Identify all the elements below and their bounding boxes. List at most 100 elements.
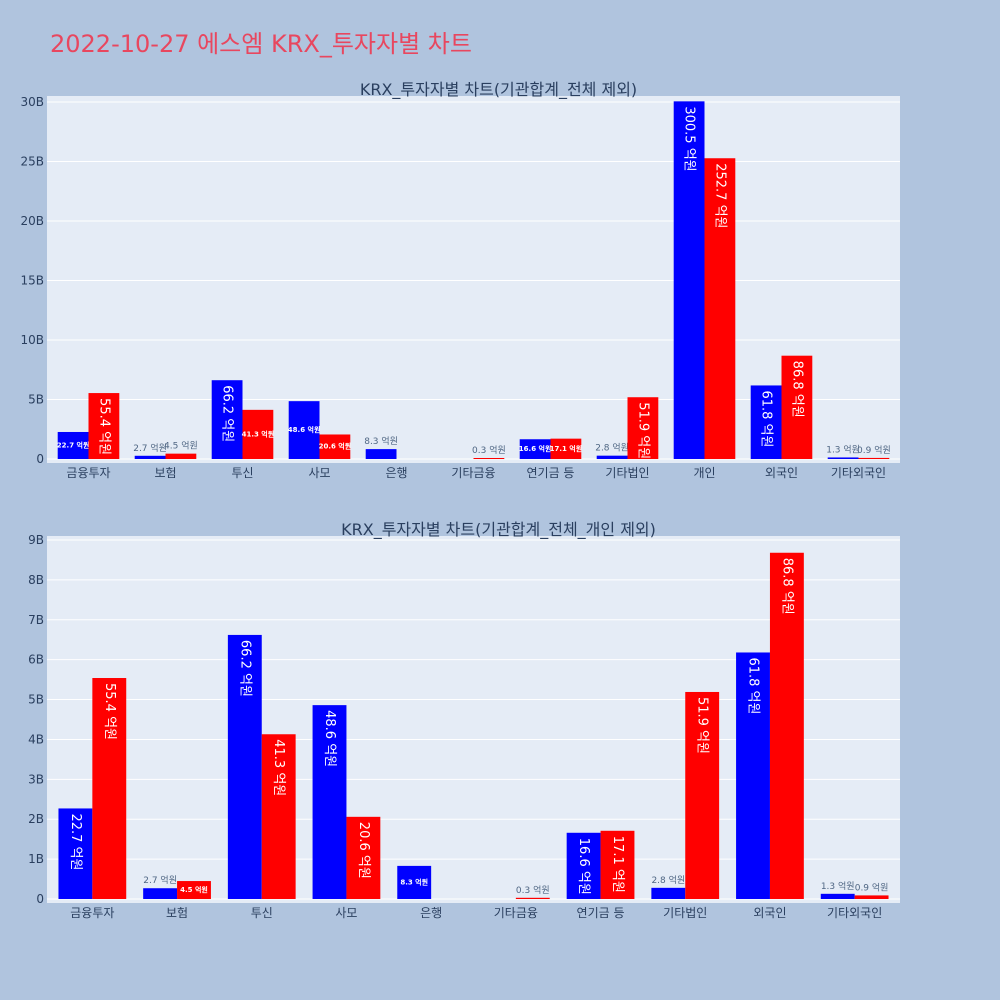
bar-data-label: 0.9 억원 [855,881,889,893]
x-tick-label: 보험 [166,906,188,920]
bar [673,101,705,459]
bar-data-label: 61.8 억원 [759,390,774,447]
bar [312,705,347,899]
bar [58,808,93,899]
bar [704,158,736,459]
y-tick-label: 30B [20,95,44,109]
bar-data-label: 55.4 억원 [102,683,117,740]
x-tick-label: 기타금융 [451,466,495,480]
bar-data-label: 0.9 억원 [857,444,891,456]
bar-data-label: 1.3 억원 [821,880,855,892]
x-tick-label: 보험 [154,466,176,480]
bar-data-label: 41.3 억원 [242,429,275,438]
x-tick-label: 연기금 등 [577,906,625,920]
bar-data-label: 51.9 억원 [635,402,650,459]
x-tick-label: 사모 [308,466,330,480]
bar-data-label: 1.3 억원 [826,443,860,455]
bar-data-label: 0.3 억원 [516,884,550,896]
bar [143,888,178,899]
x-tick-label: 사모 [335,906,357,920]
x-tick-label: 기타외국인 [827,906,882,920]
bar [519,439,551,459]
x-tick-label: 투신 [251,906,273,920]
bar-data-label: 20.6 억원 [356,822,371,879]
bar [750,385,782,459]
bar-data-label: 48.6 억원 [322,710,337,767]
bar [165,453,197,459]
bar [88,393,120,459]
bar [769,552,804,899]
bar [319,434,351,459]
bar-data-label: 17.1 억원 [550,444,583,453]
y-tick-label: 7B [28,613,44,627]
x-tick-label: 기타외국인 [831,466,886,480]
bar [134,455,166,459]
x-tick-label: 금융투자 [70,906,114,920]
bar-data-label: 61.8 억원 [746,657,761,714]
bar-data-label: 2.7 억원 [143,874,177,886]
bar-data-label: 20.6 억원 [319,442,352,451]
y-tick-label: 10B [20,333,44,347]
bar-data-label: 16.6 억원 [519,444,552,453]
x-tick-label: 개인 [693,466,715,480]
bar [827,457,859,459]
bar [736,652,770,899]
x-tick-label: 외국인 [765,466,798,480]
bar [473,458,505,459]
bar-data-label: 252.7 억원 [712,163,727,228]
y-tick-label: 1B [28,852,44,866]
y-tick-label: 4B [28,732,44,746]
bar-data-label: 2.7 억원 [133,442,167,454]
x-tick-label: 기타법인 [605,466,649,480]
bar-data-label: 2.8 억원 [595,442,629,454]
bar [854,895,889,899]
x-tick-label: 기타금융 [494,906,538,920]
bar-data-label: 66.2 억원 [220,385,235,442]
bar-data-label: 17.1 억원 [610,836,625,893]
bar-data-label: 300.5 억원 [682,106,697,171]
x-tick-label: 은행 [385,465,407,480]
bar-data-label: 22.7 억원 [57,440,90,449]
bar [566,832,601,899]
bar [515,897,550,899]
y-tick-label: 25B [20,154,44,168]
bar-data-label: 8.3 억원 [364,435,398,447]
bar [346,816,381,899]
bar [57,431,89,459]
bar [211,380,243,459]
bar-data-label: 4.5 억원 [180,885,208,894]
bar [550,438,582,459]
bar-data-label: 86.8 억원 [779,558,794,615]
x-tick-label: 연기금 등 [527,466,575,480]
bar [627,397,659,459]
x-tick-label: 외국인 [753,906,786,920]
chart-title: KRX_투자자별 차트(기관합계_전체 제외) [360,80,637,100]
bar-data-label: 55.4 억원 [96,398,111,455]
bar [397,865,432,899]
bar [596,455,628,459]
bar-data-label: 66.2 억원 [237,640,252,697]
page-title: 2022-10-27 에스엠 KRX_투자자별 차트 [50,30,472,58]
y-tick-label: 0 [36,452,44,466]
bar-data-label: 0.3 억원 [472,444,506,456]
y-tick-label: 0 [36,892,44,906]
x-tick-label: 기타법인 [663,906,707,920]
bar-data-label: 4.5 억원 [164,440,198,452]
y-tick-label: 3B [28,772,44,786]
bar-data-label: 48.6 억원 [288,425,321,434]
y-tick-label: 8B [28,573,44,587]
bar-data-label: 2.8 억원 [651,874,685,886]
bar-data-label: 8.3 억원 [400,877,428,886]
x-tick-label: 투신 [231,466,253,480]
bar [781,355,813,459]
bar [288,401,320,459]
x-tick-label: 금융투자 [66,466,110,480]
bar [92,678,127,899]
bar [651,887,686,899]
y-tick-label: 15B [20,273,44,287]
y-tick-label: 2B [28,812,44,826]
bar-data-label: 22.7 억원 [68,813,83,870]
y-tick-label: 9B [28,533,44,547]
y-tick-label: 5B [28,392,44,406]
